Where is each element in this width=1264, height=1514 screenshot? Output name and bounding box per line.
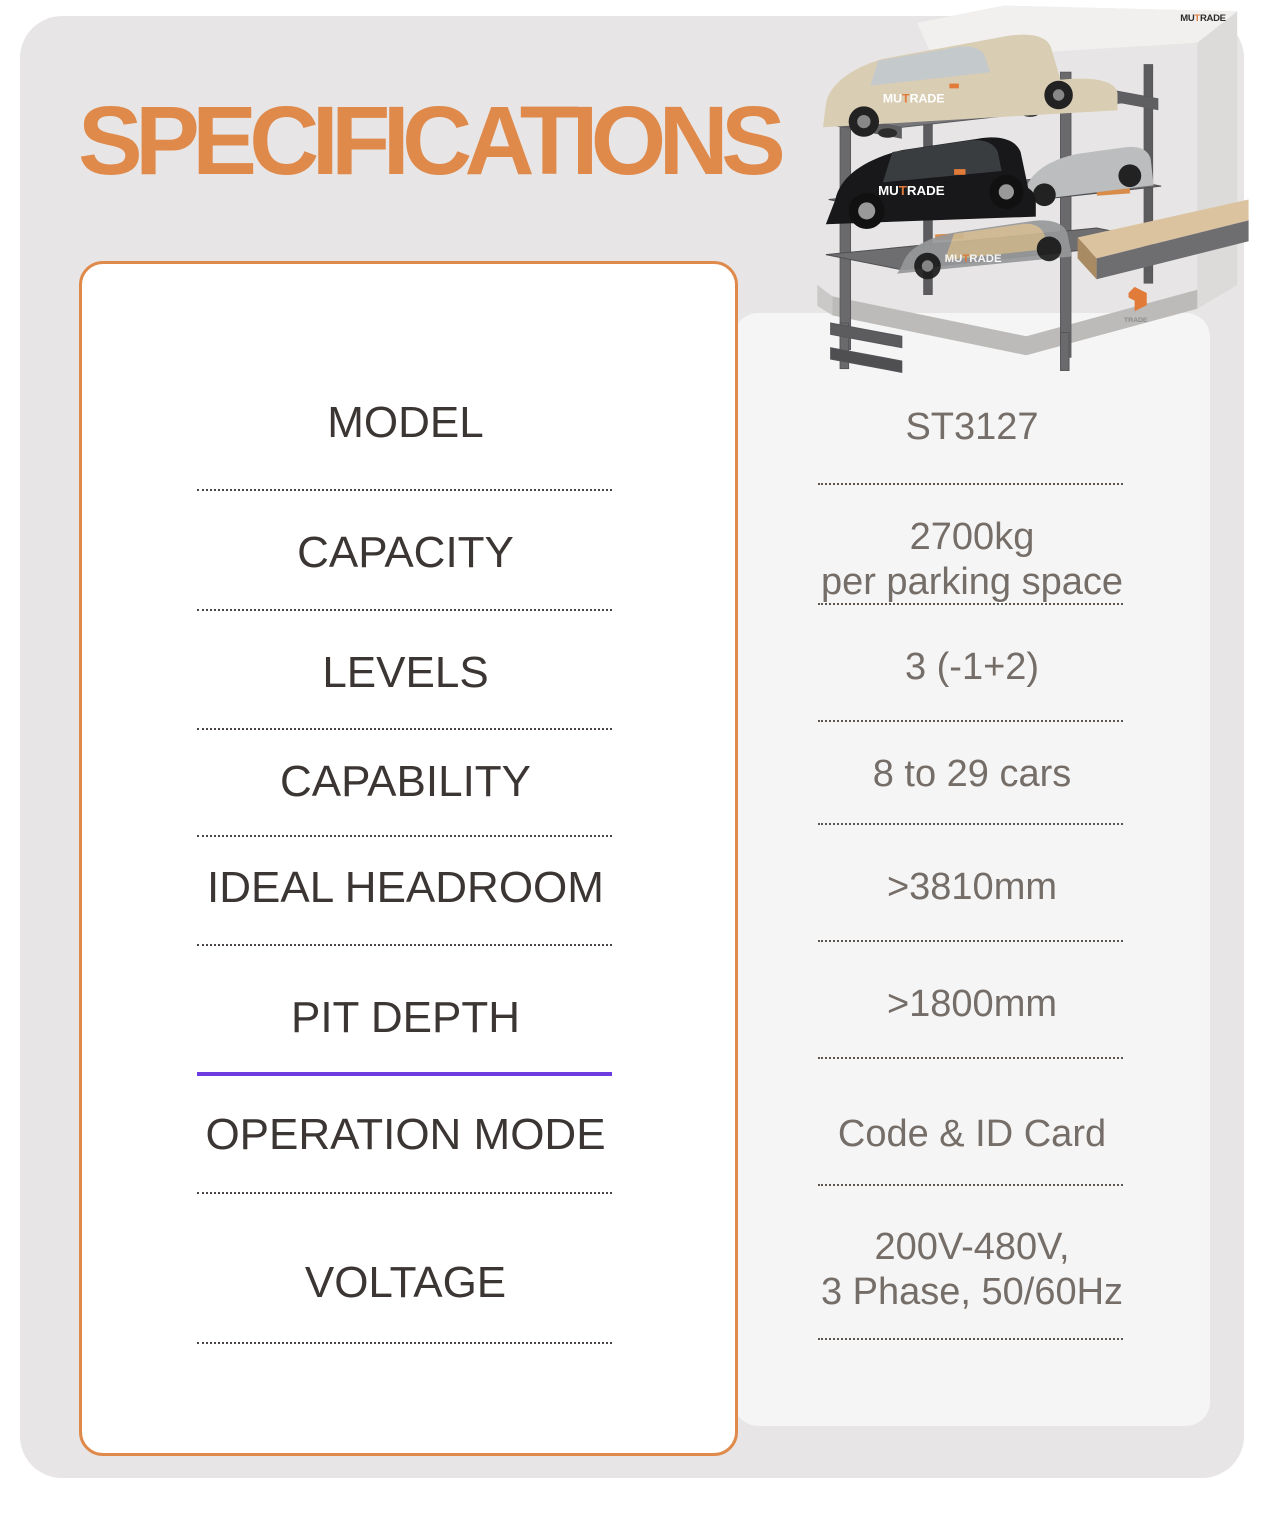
- svg-text:MUTRADE: MUTRADE: [945, 253, 1002, 265]
- svg-text:MUTRADE: MUTRADE: [878, 183, 945, 198]
- svg-text:TRADE: TRADE: [1124, 317, 1148, 324]
- svg-text:MUTRADE: MUTRADE: [1180, 13, 1226, 24]
- svg-text:MUTRADE: MUTRADE: [883, 92, 945, 106]
